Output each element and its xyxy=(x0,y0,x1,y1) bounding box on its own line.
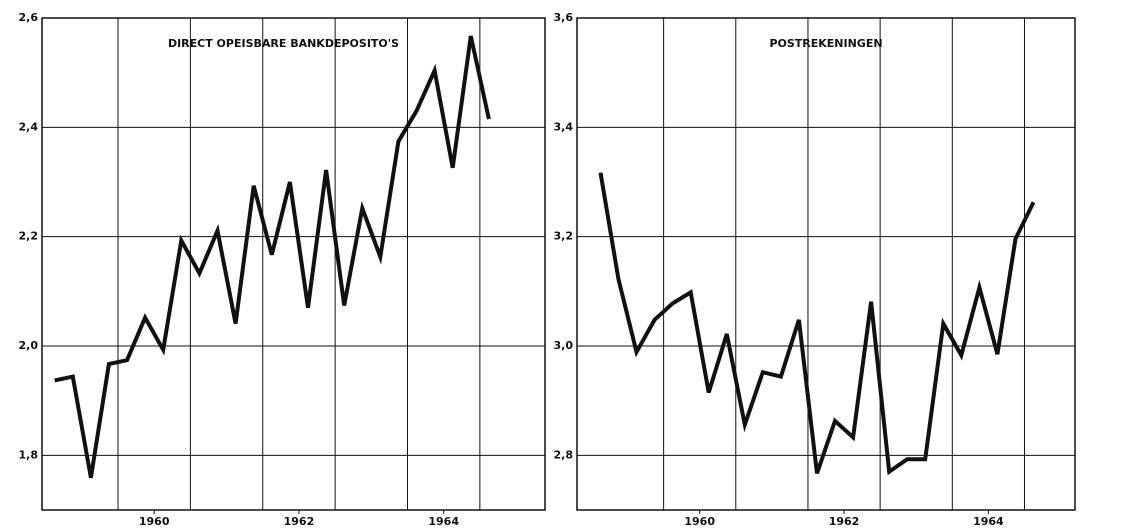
line xyxy=(54,35,491,479)
y-tick-label: 2,2 xyxy=(19,230,39,243)
y-tick-label: 3,4 xyxy=(554,120,574,133)
y-tick-label: 3,0 xyxy=(554,339,574,352)
y-tick-label: 2,8 xyxy=(554,448,574,461)
x-tick-label: 1960 xyxy=(139,515,170,528)
y-tick-label: 2,0 xyxy=(19,339,39,352)
chart-title: DIRECT OPEISBARE BANKDEPOSITO'S xyxy=(168,37,399,50)
line xyxy=(598,172,1036,476)
y-tick-label: 3,2 xyxy=(554,230,574,243)
plot-frame xyxy=(576,17,1076,511)
x-tick-label: 1960 xyxy=(684,515,715,528)
y-tick-label: 1,8 xyxy=(19,448,39,461)
y-tick-label: 2,6 xyxy=(19,11,39,24)
chart-title: POSTREKENINGEN xyxy=(769,37,882,50)
x-tick-label: 1964 xyxy=(973,515,1004,528)
x-tick-label: 1962 xyxy=(829,515,860,528)
plot-frame xyxy=(41,17,546,511)
y-tick-label: 3,6 xyxy=(554,11,574,24)
x-tick-label: 1964 xyxy=(428,515,459,528)
x-tick-label: 1962 xyxy=(284,515,315,528)
y-tick-label: 2,4 xyxy=(19,120,39,133)
